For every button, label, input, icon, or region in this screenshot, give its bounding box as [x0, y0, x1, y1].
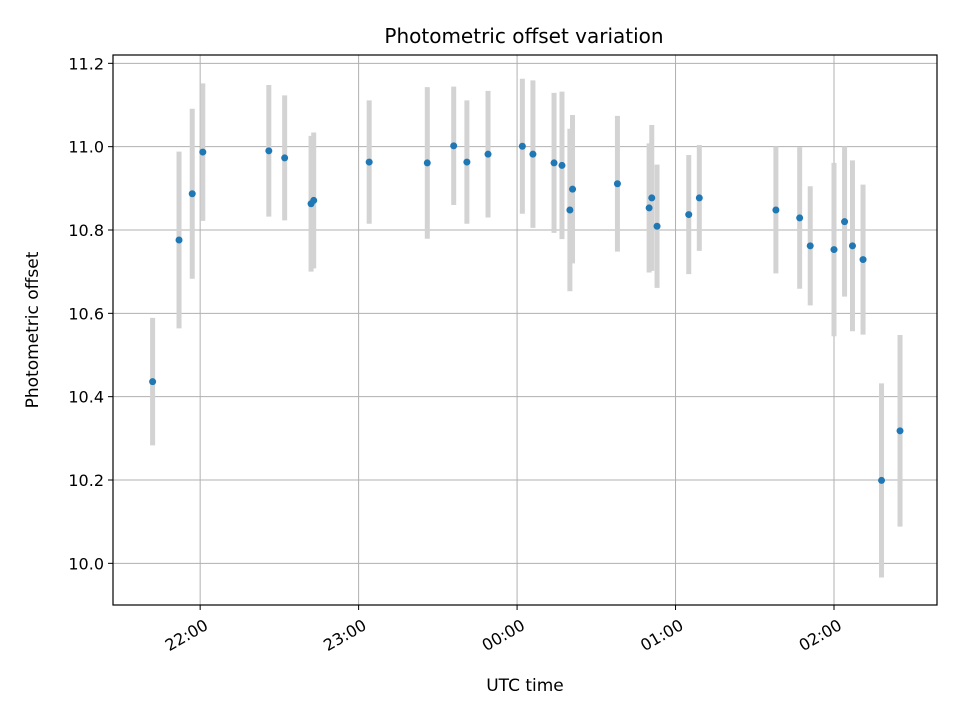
- y-axis-ticks: 10.0 10.2 10.4 10.6 10.8 11.0 11.2: [68, 54, 113, 573]
- x-tick-label: 02:00: [796, 615, 845, 655]
- x-tick-label: 23:00: [320, 615, 369, 655]
- data-point: [613, 180, 621, 188]
- y-tick-label: 10.8: [68, 221, 104, 240]
- data-point: [423, 159, 431, 167]
- data-point: [796, 214, 804, 222]
- y-tick-label: 11.0: [68, 138, 104, 157]
- x-axis-label: UTC time: [486, 676, 564, 696]
- x-axis-ticks: 22:00 23:00 00:00 01:00 02:00: [162, 605, 845, 655]
- y-tick-label: 11.2: [68, 54, 104, 73]
- data-point: [841, 218, 849, 226]
- data-point: [878, 476, 886, 484]
- y-tick-label: 10.2: [68, 471, 104, 490]
- data-point: [830, 246, 838, 254]
- chart-title: Photometric offset variation: [384, 24, 663, 48]
- x-tick-label: 01:00: [637, 615, 686, 655]
- data-point: [463, 158, 471, 166]
- data-point: [188, 190, 196, 198]
- y-axis-label: Photometric offset: [23, 251, 43, 408]
- data-point: [806, 242, 814, 250]
- grid-lines: [113, 55, 937, 605]
- data-point: [695, 194, 703, 202]
- data-point: [199, 148, 207, 156]
- data-point: [484, 150, 492, 158]
- data-point: [566, 206, 574, 214]
- data-point: [848, 242, 856, 250]
- data-point: [529, 150, 537, 158]
- data-point: [645, 204, 653, 212]
- y-tick-label: 10.6: [68, 304, 104, 323]
- x-tick-label: 00:00: [479, 615, 528, 655]
- data-point: [653, 222, 661, 230]
- data-point: [648, 194, 656, 202]
- data-point: [365, 158, 373, 166]
- error-bars: [150, 78, 903, 578]
- y-tick-label: 10.4: [68, 388, 104, 407]
- data-point: [859, 256, 867, 264]
- data-point: [685, 211, 693, 219]
- data-point: [772, 206, 780, 214]
- data-point: [896, 427, 904, 435]
- plot-frame: [112, 54, 938, 606]
- data-point: [518, 142, 526, 150]
- data-point: [569, 185, 577, 193]
- data-point: [265, 147, 273, 155]
- data-point: [450, 142, 458, 150]
- data-points: [149, 142, 904, 484]
- data-point: [149, 378, 157, 386]
- data-point: [310, 196, 318, 204]
- data-point: [281, 154, 289, 162]
- data-point: [175, 236, 183, 244]
- x-tick-label: 22:00: [162, 615, 211, 655]
- data-point: [550, 159, 558, 167]
- data-point: [558, 161, 566, 169]
- y-tick-label: 10.0: [68, 554, 104, 573]
